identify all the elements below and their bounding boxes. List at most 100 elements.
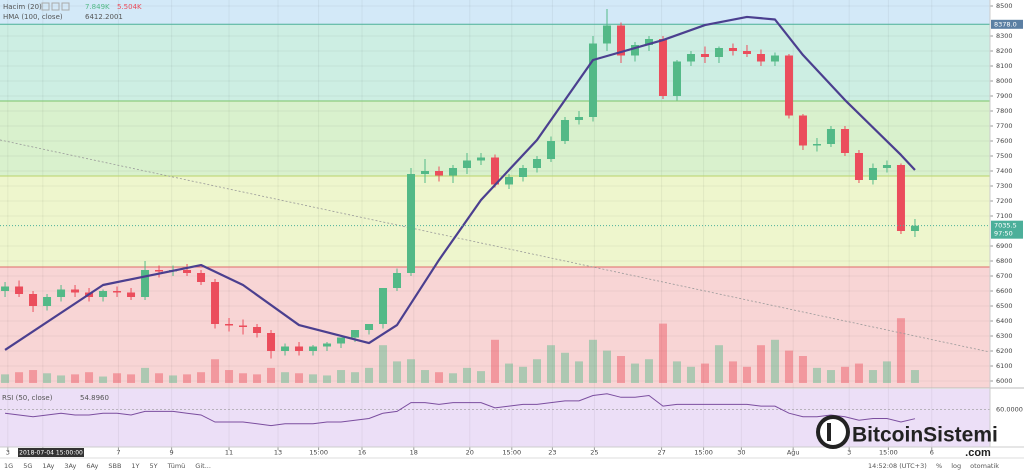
period-button[interactable]: 1G	[4, 462, 13, 470]
y-tick-label: 7300	[996, 182, 1013, 190]
candle-body	[518, 168, 527, 177]
crosshair-box	[18, 448, 84, 457]
x-tick-label: Ağu	[787, 449, 800, 457]
x-tick-label: 3	[847, 449, 851, 457]
volume-bar	[29, 370, 38, 383]
volume-bar	[728, 361, 737, 383]
x-tick-label: 13	[274, 449, 282, 457]
candle-body	[113, 291, 122, 293]
candle-body	[770, 55, 779, 62]
watermark-name: BitcoinSistemi	[852, 424, 998, 447]
x-tick-label: 9	[170, 449, 174, 457]
y-tick-label: 6600	[996, 287, 1013, 295]
y-tick-label: 8500	[996, 2, 1013, 10]
candle-body	[742, 51, 751, 54]
volume-bar	[99, 376, 108, 383]
volume-bar	[574, 361, 583, 383]
rsi-line	[4, 393, 916, 427]
crosshair: 2018-07-04 15:00:00	[18, 448, 84, 457]
trendline	[0, 139, 991, 353]
volume-bar	[183, 374, 192, 383]
volume-bar	[267, 367, 276, 383]
y-tick-label: 6800	[996, 257, 1013, 265]
volume-bar	[85, 372, 94, 383]
candle-body	[99, 291, 108, 297]
period-button[interactable]: Git...	[195, 462, 211, 470]
y-tick-label: 6500	[996, 302, 1013, 310]
y-tick-label: 7100	[996, 212, 1013, 220]
period-button[interactable]: 5Y	[150, 462, 158, 470]
x-tick-label: 15:00	[694, 449, 713, 457]
scale-option[interactable]: log	[951, 462, 961, 470]
volume-bar	[630, 363, 639, 383]
volume-bar	[896, 318, 905, 383]
x-tick-label: 6	[930, 449, 934, 457]
period-button[interactable]: Tümü	[167, 462, 186, 470]
volume-bar	[672, 361, 681, 383]
candle-body	[784, 55, 793, 116]
volume-bar	[826, 370, 835, 383]
volume-bar	[435, 372, 444, 383]
volume-bar	[351, 372, 360, 383]
x-tick-label: 25	[590, 449, 598, 457]
y-tick-label: 7800	[996, 107, 1013, 115]
volume-bar	[714, 345, 723, 383]
volume-bar	[588, 339, 597, 383]
period-button[interactable]: 3Ay	[64, 462, 76, 470]
candle-body	[211, 282, 220, 324]
volume-bar	[854, 363, 863, 383]
candle-body	[407, 174, 416, 273]
candle-body	[672, 61, 681, 96]
candle-body	[574, 117, 583, 120]
candle-body	[812, 144, 821, 146]
volume-bar	[211, 359, 220, 383]
countdown: 97:50	[994, 230, 1013, 238]
candle-body	[840, 129, 849, 153]
x-tick-label: 15:00	[309, 449, 328, 457]
candle-body	[504, 177, 513, 185]
period-button[interactable]: SBB	[108, 462, 121, 470]
fib-label-box	[991, 19, 1023, 29]
y-tick-label: 7400	[996, 167, 1013, 175]
x-tick-label: 30	[737, 449, 745, 457]
crosshair-label: 2018-07-04 15:00:00	[19, 450, 83, 457]
y-tick-label: 6100	[996, 362, 1013, 370]
scale-option[interactable]: %	[936, 462, 942, 470]
period-button[interactable]: 6Ay	[86, 462, 98, 470]
candle-body	[435, 171, 444, 176]
scale-option[interactable]: otomatik	[970, 462, 999, 470]
candle-body	[239, 325, 248, 327]
current-price-label: 7035.5	[994, 222, 1017, 230]
clock: 14:52:08 (UTC+3)	[868, 462, 927, 470]
volume	[1, 318, 919, 383]
candle-body	[686, 54, 695, 62]
zone	[0, 267, 990, 388]
period-button[interactable]: 5G	[23, 462, 32, 470]
volume-bar	[742, 366, 751, 383]
x-tick-label: 18	[410, 449, 418, 457]
volume-bar	[281, 372, 290, 383]
volume-value: 7.849K	[85, 3, 110, 11]
candle-body	[43, 297, 52, 306]
candle-body	[644, 39, 653, 45]
volume-bar	[491, 339, 499, 383]
y-tick-label: 8200	[996, 47, 1013, 55]
candle-body	[546, 141, 555, 159]
volume-bar	[155, 373, 164, 383]
y-tick-label: 6400	[996, 317, 1013, 325]
period-button[interactable]: 1Ay	[42, 462, 54, 470]
volume-bar	[379, 345, 388, 383]
volume-bar	[253, 374, 262, 383]
candle-body	[267, 333, 276, 351]
hma-value: 6412.2001	[85, 13, 123, 21]
period-button[interactable]: 1Y	[131, 462, 139, 470]
volume-bar	[407, 359, 416, 383]
candle-body	[630, 45, 639, 56]
candle-body	[1, 286, 10, 291]
volume-value: 5.504K	[117, 3, 142, 11]
candle-body	[393, 273, 402, 288]
y-tick-label: 6900	[996, 242, 1013, 250]
volume-bar	[309, 374, 318, 383]
legend: Hacim (20) 7.849K 5.504K HMA (100, close…	[2, 2, 142, 402]
